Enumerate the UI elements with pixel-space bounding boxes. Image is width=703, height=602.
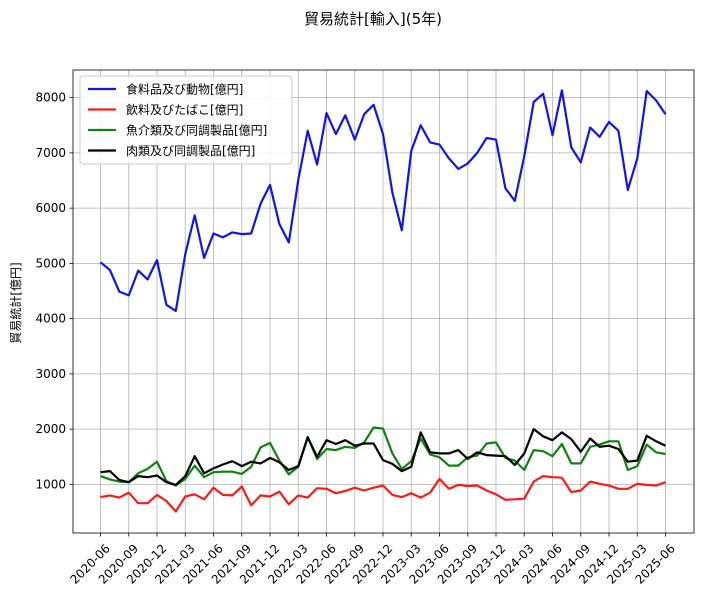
y-tick-label: 8000 bbox=[35, 91, 66, 105]
series-line bbox=[100, 428, 666, 486]
series-line bbox=[100, 426, 666, 487]
y-tick-label: 1000 bbox=[35, 477, 66, 491]
y-tick-label: 2000 bbox=[35, 422, 66, 436]
y-tick-label: 6000 bbox=[35, 201, 66, 215]
plot-frame bbox=[72, 69, 695, 534]
series-line bbox=[99, 89, 667, 312]
legend-label: 食料品及び動物[億円] bbox=[126, 82, 243, 97]
legend: 食料品及び動物[億円] 飲料及びたばこ[億円] 魚介類及び同調製品[億円] 肉類及び同… bbox=[79, 75, 293, 165]
y-tick-label: 4000 bbox=[35, 312, 66, 326]
y-tick-label: 3000 bbox=[35, 367, 66, 381]
y-axis-label: 貿易統計[億円] bbox=[8, 262, 23, 343]
y-tick-label: 5000 bbox=[35, 256, 66, 270]
legend-box bbox=[79, 75, 293, 165]
legend-label: 魚介類及び同調製品[億円] bbox=[126, 124, 267, 138]
chart-title: 貿易統計[輸入](5年) bbox=[304, 10, 442, 28]
legend-label: 肉類及び同調製品[億円] bbox=[126, 144, 255, 158]
series-lines bbox=[99, 89, 667, 513]
series-line bbox=[100, 475, 666, 513]
y-axis: 1000 2000 3000 4000 5000 6000 7000 8000 bbox=[35, 91, 73, 491]
y-tick-label: 7000 bbox=[35, 146, 66, 160]
legend-label: 飲料及びたばこ[億円] bbox=[126, 102, 243, 117]
